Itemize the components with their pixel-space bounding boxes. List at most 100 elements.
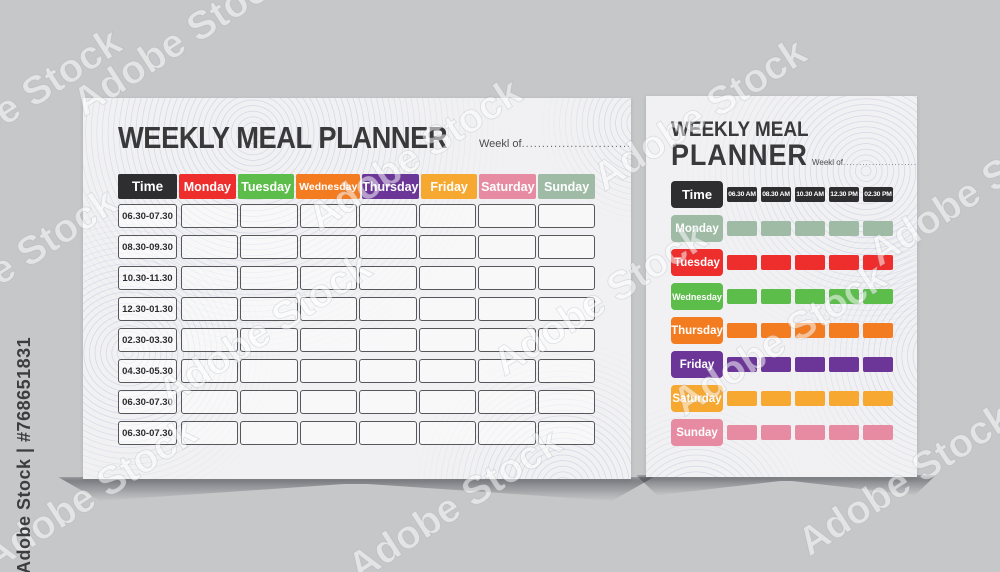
meal-cell[interactable] — [299, 328, 358, 352]
meal-cell[interactable] — [795, 425, 825, 440]
meal-cell[interactable] — [537, 204, 595, 228]
meal-cell[interactable] — [478, 359, 536, 383]
meal-cell[interactable] — [829, 289, 859, 304]
meal-cell[interactable] — [418, 390, 477, 414]
meal-cell[interactable] — [240, 297, 298, 321]
meal-cell[interactable] — [478, 204, 536, 228]
meal-cell[interactable] — [478, 328, 536, 352]
meal-cell[interactable] — [761, 391, 791, 406]
meal-cell[interactable] — [478, 421, 536, 445]
meal-cell[interactable] — [181, 359, 239, 383]
meal-cell[interactable] — [181, 328, 239, 352]
meal-cell[interactable] — [727, 357, 757, 372]
meal-cell[interactable] — [795, 255, 825, 270]
meal-cell[interactable] — [863, 357, 893, 372]
meal-cell[interactable] — [359, 328, 417, 352]
meal-cell[interactable] — [240, 359, 298, 383]
meal-cell[interactable] — [795, 289, 825, 304]
meal-cell[interactable] — [181, 390, 239, 414]
meal-cell[interactable] — [478, 390, 536, 414]
meal-cell[interactable] — [537, 390, 595, 414]
meal-cell[interactable] — [299, 204, 358, 228]
meal-cell[interactable] — [863, 323, 893, 338]
meal-cell[interactable] — [478, 297, 536, 321]
meal-cell[interactable] — [240, 328, 298, 352]
meal-cell[interactable] — [240, 421, 298, 445]
meal-cell[interactable] — [418, 204, 477, 228]
meal-cell[interactable] — [761, 357, 791, 372]
day-label-sunday: Sunday — [671, 419, 723, 446]
meal-cell[interactable] — [181, 204, 239, 228]
meal-cell[interactable] — [181, 266, 239, 290]
meal-cell[interactable] — [359, 297, 417, 321]
meal-cell[interactable] — [795, 323, 825, 338]
meal-cell[interactable] — [829, 323, 859, 338]
meal-cell[interactable] — [727, 255, 757, 270]
meal-cell[interactable] — [761, 289, 791, 304]
meal-cell[interactable] — [727, 323, 757, 338]
meal-cell[interactable] — [829, 357, 859, 372]
meal-cell[interactable] — [240, 204, 298, 228]
meal-cell[interactable] — [181, 235, 239, 259]
meal-cell[interactable] — [359, 359, 417, 383]
day-label-wednesday: Wednesday — [671, 283, 723, 310]
week-of-dotted-line[interactable]: ...................................... — [521, 138, 631, 150]
meal-cell[interactable] — [537, 235, 595, 259]
meal-cell[interactable] — [795, 357, 825, 372]
meal-cell[interactable] — [418, 297, 477, 321]
meal-cell[interactable] — [240, 235, 298, 259]
meal-cell[interactable] — [761, 323, 791, 338]
meal-cell[interactable] — [537, 328, 595, 352]
meal-cell[interactable] — [761, 221, 791, 236]
meal-cell[interactable] — [299, 421, 358, 445]
meal-cell[interactable] — [727, 221, 757, 236]
meal-cell[interactable] — [181, 421, 239, 445]
meal-cell[interactable] — [829, 255, 859, 270]
meal-cell[interactable] — [418, 328, 477, 352]
meal-cell[interactable] — [829, 425, 859, 440]
meal-cell[interactable] — [359, 421, 417, 445]
meal-cell[interactable] — [418, 421, 477, 445]
meal-cell[interactable] — [727, 391, 757, 406]
meal-cell[interactable] — [359, 266, 417, 290]
meal-cell[interactable] — [537, 266, 595, 290]
week-of-dotted-line[interactable]: ........................ — [842, 158, 917, 167]
meal-cell[interactable] — [727, 289, 757, 304]
meal-cell[interactable] — [863, 425, 893, 440]
meal-cell[interactable] — [795, 221, 825, 236]
meal-cell[interactable] — [299, 266, 358, 290]
meal-cell[interactable] — [359, 390, 417, 414]
meal-cell[interactable] — [240, 390, 298, 414]
meal-cell[interactable] — [418, 266, 477, 290]
meal-cell[interactable] — [829, 391, 859, 406]
meal-cell[interactable] — [761, 255, 791, 270]
meal-cell[interactable] — [761, 425, 791, 440]
time-slot-label: 04.30-05.30 — [118, 359, 177, 383]
meal-cell[interactable] — [299, 390, 358, 414]
day-label-thursday: Thursday — [671, 317, 723, 344]
row-cells — [727, 221, 893, 236]
meal-cell[interactable] — [418, 235, 477, 259]
meal-cell[interactable] — [537, 297, 595, 321]
meal-cell[interactable] — [727, 425, 757, 440]
day-label-tuesday: Tuesday — [671, 249, 723, 276]
meal-cell[interactable] — [299, 235, 358, 259]
meal-cell[interactable] — [829, 221, 859, 236]
meal-cell[interactable] — [863, 391, 893, 406]
meal-cell[interactable] — [359, 235, 417, 259]
meal-cell[interactable] — [478, 235, 536, 259]
meal-cell[interactable] — [537, 359, 595, 383]
table-row: 06.30-07.30 — [118, 204, 595, 228]
meal-cell[interactable] — [240, 266, 298, 290]
meal-cell[interactable] — [795, 391, 825, 406]
meal-cell[interactable] — [478, 266, 536, 290]
meal-cell[interactable] — [863, 255, 893, 270]
meal-cell[interactable] — [299, 297, 358, 321]
meal-cell[interactable] — [863, 221, 893, 236]
meal-cell[interactable] — [181, 297, 239, 321]
meal-cell[interactable] — [299, 359, 358, 383]
meal-cell[interactable] — [418, 359, 477, 383]
meal-cell[interactable] — [537, 421, 595, 445]
meal-cell[interactable] — [863, 289, 893, 304]
meal-cell[interactable] — [359, 204, 417, 228]
